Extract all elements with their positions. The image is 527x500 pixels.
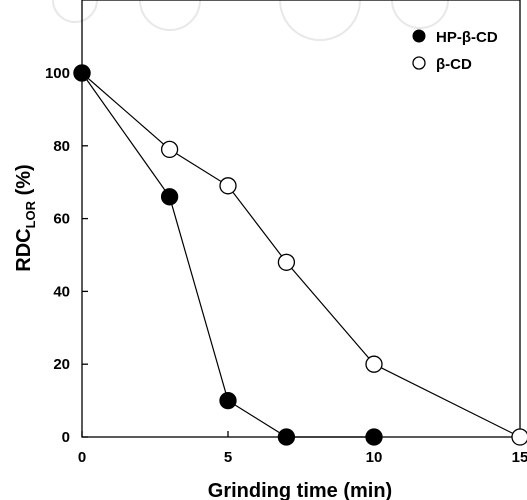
data-point-series-1 — [219, 177, 237, 195]
y-axis-title-subscript: LOR — [23, 200, 38, 228]
y-axis-title-suffix: (%) — [13, 164, 35, 201]
y-tick-label: 0 — [62, 429, 70, 446]
series-layer — [73, 64, 527, 446]
data-point-series-0 — [160, 188, 179, 206]
data-point-series-0 — [219, 391, 237, 410]
y-tick-label: 40 — [53, 283, 70, 300]
y-tick-label: 80 — [53, 138, 70, 155]
x-tick-label: 10 — [366, 449, 383, 466]
x-tick-label: 0 — [78, 449, 86, 466]
data-point-series-1 — [511, 428, 527, 446]
x-axis-ticks: 0 5 10 15 — [78, 431, 527, 466]
y-tick-label: 60 — [53, 211, 70, 228]
series-line-1 — [81, 72, 521, 438]
legend-label-beta-cd: β-CD — [436, 56, 472, 73]
watermark — [52, 0, 449, 41]
y-tick-label: 100 — [45, 65, 70, 82]
legend: HP-β-CD β-CD — [412, 29, 498, 73]
series-line-0 — [81, 72, 374, 438]
y-axis-ticks: 0 20 40 60 80 100 — [45, 65, 88, 446]
data-point-series-1 — [365, 355, 383, 373]
y-axis-title-main: RDC — [13, 228, 35, 271]
legend-marker-beta-cd — [412, 56, 426, 70]
x-tick-label: 5 — [224, 449, 232, 466]
legend-marker-hp-beta-cd — [412, 29, 426, 43]
data-point-series-1 — [160, 140, 179, 159]
data-point-series-0 — [73, 64, 91, 82]
y-axis-title: RDCLOR (%) — [13, 164, 38, 271]
y-tick-label: 20 — [53, 356, 70, 373]
data-point-series-0 — [365, 428, 383, 446]
x-axis-title: Grinding time (min) — [208, 480, 392, 500]
legend-label-hp-beta-cd: HP-β-CD — [436, 29, 498, 46]
x-tick-label: 15 — [512, 449, 527, 466]
data-point-series-0 — [277, 428, 296, 446]
data-point-series-1 — [277, 253, 296, 271]
